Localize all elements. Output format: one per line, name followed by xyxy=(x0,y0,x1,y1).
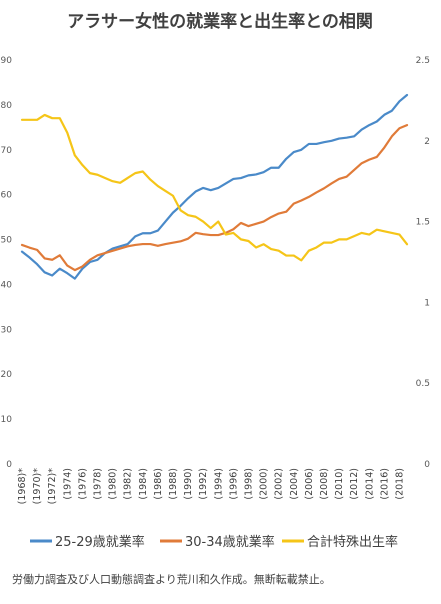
right-tick-label: 1.5 xyxy=(416,218,430,228)
right-tick-label: 0.5 xyxy=(416,379,430,389)
x-tick-label: (2014) xyxy=(364,468,375,500)
legend-label-3: 合計特殊出生率 xyxy=(307,534,398,550)
x-tick-label: (1970)* xyxy=(32,468,43,505)
left-tick-label: 90 xyxy=(1,56,13,66)
left-tick-label: 60 xyxy=(1,191,13,201)
left-tick-label: 80 xyxy=(1,101,13,111)
footnote: 労働力調査及び人口動態調査より荒川和久作成。無断転載禁止。 xyxy=(12,573,331,586)
chart-title: アラサー女性の就業率と出生率との相関 xyxy=(67,11,373,32)
left-tick-label: 50 xyxy=(1,236,13,246)
x-tick-label: (1990) xyxy=(183,468,194,500)
series-line-1 xyxy=(20,93,409,280)
left-tick-label: 40 xyxy=(1,280,13,290)
x-tick-label: (1978) xyxy=(92,468,103,500)
x-tick-label: (2016) xyxy=(379,468,390,500)
right-tick-label: 2 xyxy=(424,137,430,147)
x-tick-label: (1982) xyxy=(123,468,134,500)
legend-label-2: 30-34歳就業率 xyxy=(185,534,275,550)
left-tick-label: 10 xyxy=(1,415,13,425)
left-tick-label: 30 xyxy=(1,325,13,335)
x-tick-label: (2006) xyxy=(304,468,315,500)
right-tick-label: 1 xyxy=(424,298,430,308)
left-tick-label: 20 xyxy=(1,370,13,380)
x-tick-label: (1992) xyxy=(198,468,209,500)
right-tick-label: 0 xyxy=(424,460,430,470)
series-line-2 xyxy=(20,123,409,272)
x-tick-label: (2002) xyxy=(274,468,285,500)
left-tick-label: 0 xyxy=(6,460,12,470)
left-tick-label: 70 xyxy=(1,146,13,156)
series-line-3 xyxy=(20,113,409,262)
x-tick-label: (1976) xyxy=(77,468,88,500)
x-tick-label: (1996) xyxy=(228,468,239,500)
x-tick-label: (1988) xyxy=(168,468,179,500)
right-axis: 0 0.5 1 1.5 2 2.5 xyxy=(416,56,431,470)
series-layer xyxy=(20,93,409,280)
x-tick-label: (1994) xyxy=(213,468,224,500)
x-tick-label: (2010) xyxy=(334,468,345,500)
x-tick-label: (2000) xyxy=(259,468,270,500)
x-tick-label: (1974) xyxy=(62,468,73,500)
legend: 25-29歳就業率 30-34歳就業率 合計特殊出生率 xyxy=(30,534,398,550)
right-tick-label: 2.5 xyxy=(416,56,430,66)
x-tick-label: (1998) xyxy=(243,468,254,500)
left-axis: 0 10 20 30 40 50 60 70 80 90 xyxy=(1,56,13,470)
x-tick-label: (2004) xyxy=(289,468,300,500)
x-tick-label: (2018) xyxy=(394,468,405,500)
x-tick-label: (2008) xyxy=(319,468,330,500)
legend-label-1: 25-29歳就業率 xyxy=(55,534,145,550)
x-tick-label: (1984) xyxy=(138,468,149,500)
x-tick-label: (1972)* xyxy=(47,468,58,505)
x-tick-label: (1980) xyxy=(108,468,119,500)
x-axis: (1968)* (1970)* (1972)* (1974) (1976) (1978) (… xyxy=(17,468,405,505)
x-tick-label: (1968)* xyxy=(17,468,28,505)
x-tick-label: (2012) xyxy=(349,468,360,500)
x-tick-label: (1986) xyxy=(153,468,164,500)
